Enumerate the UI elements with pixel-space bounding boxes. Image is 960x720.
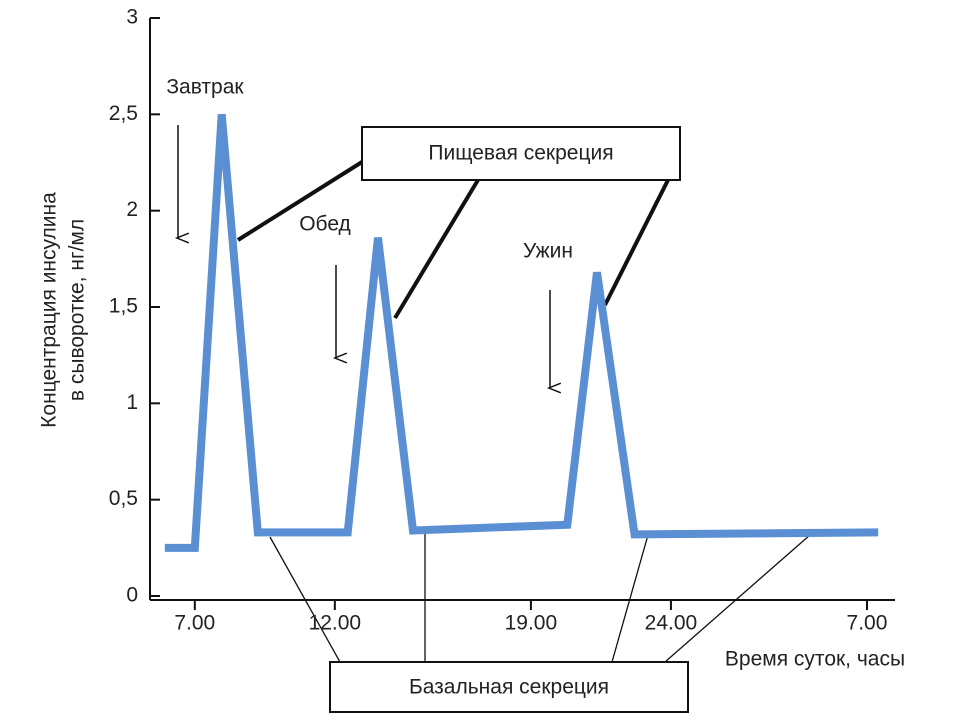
x-axis-label: Время суток, часы [725,648,905,671]
callout-box [361,126,681,181]
y-tick-label: 1 [126,391,138,414]
x-tick-label: 19.00 [505,612,558,635]
annotation: Ужин [523,240,573,263]
x-tick-label: 12.00 [309,612,362,635]
y-tick-label: 0,5 [109,487,138,510]
y-axis-label: в сыворотке, нг/мл [66,219,89,401]
x-tick-label: 7.00 [847,612,888,635]
x-tick-label: 7.00 [174,612,215,635]
y-tick-label: 1,5 [109,295,138,318]
callout-box [329,661,689,713]
annotation: Обед [299,213,351,236]
y-tick-label: 2,5 [109,102,138,125]
data-line [164,113,879,552]
y-axis-label: Концентрация инсулина [38,192,61,428]
x-tick-label: 24.00 [645,612,698,635]
y-tick-label: 2 [126,198,138,221]
annotation: Базальная секреция [409,676,609,699]
y-tick-label: 0 [126,584,138,607]
annotation: Завтрак [166,76,244,99]
annotation: Пищевая секреция [428,142,613,165]
y-tick-label: 3 [126,6,138,29]
callout-lines [236,160,811,663]
